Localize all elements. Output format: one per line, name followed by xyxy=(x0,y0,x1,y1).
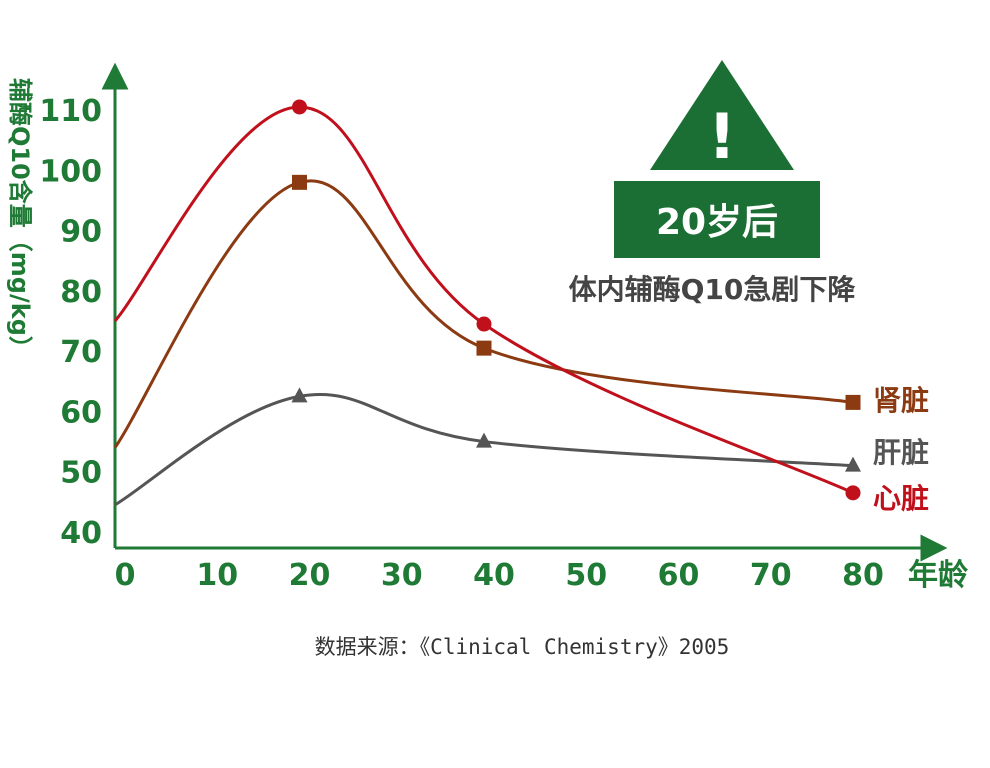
data-point xyxy=(291,387,308,403)
warning-exclamation: ! xyxy=(708,100,736,173)
y-tick-label: 70 xyxy=(60,335,102,370)
data-point xyxy=(845,456,861,472)
x-tick-label: 10 xyxy=(196,558,238,593)
x-axis-label: 年龄 xyxy=(908,558,969,593)
y-tick-label: 50 xyxy=(60,456,102,491)
legend-label: 心脏 xyxy=(873,482,929,515)
data-point xyxy=(845,394,861,410)
y-tick-label: 110 xyxy=(39,94,102,129)
y-tick-label: 60 xyxy=(60,395,102,430)
data-point xyxy=(292,174,307,190)
y-tick-label: 80 xyxy=(60,275,102,310)
x-tick-label: 60 xyxy=(658,558,700,593)
legend-label: 肝脏 xyxy=(873,436,929,469)
data-point xyxy=(292,99,307,115)
x-tick-label: 70 xyxy=(750,558,792,593)
x-tick-label: 80 xyxy=(842,558,884,593)
warning-badge xyxy=(614,181,820,258)
warning-caption: 体内辅酶Q10急剧下降 xyxy=(569,273,857,306)
x-tick-labels: 0 10 20 30 40 50 60 70 80 xyxy=(115,558,884,593)
y-tick-label: 100 xyxy=(39,154,102,189)
x-tick-label: 0 xyxy=(115,558,136,593)
data-point xyxy=(476,316,492,332)
y-axis-label: 辅酶Q10含量（mg/kg） xyxy=(6,78,34,360)
x-tick-label: 40 xyxy=(473,558,515,593)
legend-label: 肾脏 xyxy=(873,384,929,417)
x-tick-label: 30 xyxy=(381,558,423,593)
warning-badge-text: 20岁后 xyxy=(656,202,778,243)
y-tick-label: 90 xyxy=(60,215,102,250)
y-tick-labels: 40 50 60 70 80 90 100 110 xyxy=(39,94,102,551)
data-point xyxy=(476,340,492,356)
x-tick-label: 20 xyxy=(289,558,331,593)
series-layer xyxy=(113,99,861,507)
warning-triangle-icon xyxy=(650,60,794,170)
data-point xyxy=(476,432,492,448)
series-line-2 xyxy=(113,105,854,495)
data-source: 数据来源：《Clinical Chemistry》2005 xyxy=(315,635,730,659)
series-line-0 xyxy=(113,179,854,449)
x-tick-label: 50 xyxy=(565,558,607,593)
warning-callout: ! 20岁后 体内辅酶Q10急剧下降 xyxy=(569,60,857,306)
series-line-1 xyxy=(114,393,854,507)
y-tick-label: 40 xyxy=(60,516,102,551)
data-point xyxy=(845,485,861,501)
